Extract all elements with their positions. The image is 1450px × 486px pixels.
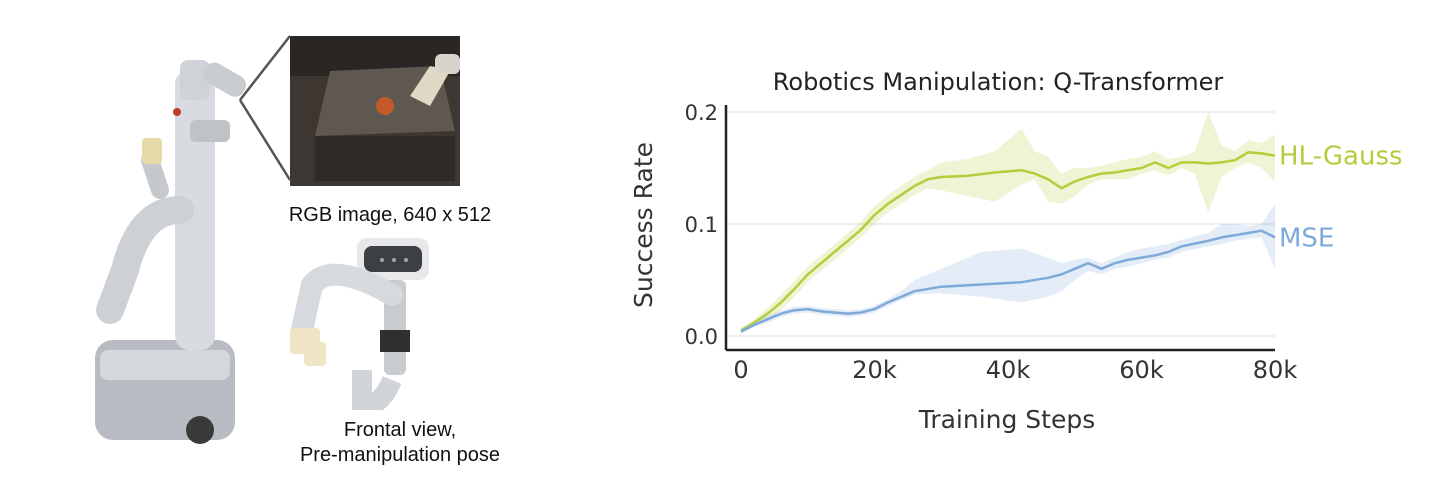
x-tick-label: 40k xyxy=(986,356,1031,384)
robot-photo xyxy=(95,60,246,444)
tick-labels: 0.0 0.1 0.2 0 20k 40k 60k 80k xyxy=(685,101,1298,384)
y-tick-label: 0.1 xyxy=(685,213,718,237)
x-tick-label: 60k xyxy=(1119,356,1164,384)
y-tick-label: 0.2 xyxy=(685,101,718,125)
frontal-view-photo xyxy=(290,238,429,410)
rgb-image-caption: RGB image, 640 x 512 xyxy=(288,204,492,226)
chart-title: Robotics Manipulation: Q-Transformer xyxy=(773,68,1224,96)
robot-figure-panel: RGB image, 640 x 512 Frontal view, Pre-m… xyxy=(0,0,600,486)
confidence-bands xyxy=(741,112,1275,334)
frontal-view-caption: Frontal view, Pre-manipulation pose xyxy=(260,418,540,468)
series-labels: HL-Gauss MSE xyxy=(1279,142,1403,254)
x-tick-label: 20k xyxy=(852,356,897,384)
mse-band xyxy=(741,203,1275,334)
camera-callout-lines xyxy=(238,35,292,181)
rgb-camera-image xyxy=(290,36,460,186)
y-tick-label: 0.0 xyxy=(685,325,718,349)
x-tick-label: 80k xyxy=(1253,356,1298,384)
gridlines xyxy=(726,111,1275,337)
y-axis-label: Success Rate xyxy=(629,142,658,308)
mse-line xyxy=(740,229,1276,333)
x-axis-label: Training Steps xyxy=(918,405,1096,434)
hl-gauss-label: HL-Gauss xyxy=(1279,142,1403,172)
mse-label: MSE xyxy=(1279,223,1334,253)
x-tick-label: 0 xyxy=(733,356,748,384)
frontal-caption-line1: Frontal view, xyxy=(343,419,457,441)
success-rate-chart: Robotics Manipulation: Q-Transformer 0.0… xyxy=(629,68,1403,434)
series-lines xyxy=(740,151,1276,333)
frontal-caption-line2: Pre-manipulation pose xyxy=(299,444,501,466)
hl-gauss-line xyxy=(740,151,1276,332)
